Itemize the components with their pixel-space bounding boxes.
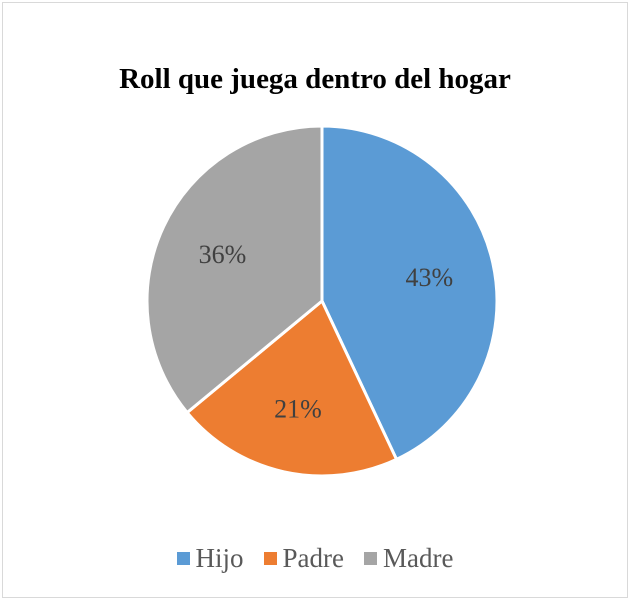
chart-title: Roll que juega dentro del hogar	[119, 63, 511, 95]
pie-slice-hijo	[320, 124, 499, 462]
legend-item-padre: Padre	[263, 543, 345, 574]
pie-slice-madre	[145, 124, 324, 415]
data-label-padre: 21%	[274, 394, 322, 423]
legend-item-madre: Madre	[364, 543, 453, 574]
data-label-madre: 36%	[199, 240, 247, 269]
data-label-hijo: 43%	[406, 263, 454, 292]
pie-chart: 43% 21% 36%	[145, 124, 499, 478]
legend-label: Hijo	[195, 543, 244, 573]
pie-slice-padre	[185, 298, 399, 478]
legend-swatch	[263, 552, 277, 565]
legend-item-hijo: Hijo	[176, 543, 244, 574]
legend: Hijo Padre Madre	[3, 543, 627, 574]
legend-swatch	[364, 552, 378, 565]
legend-label: Madre	[383, 543, 454, 573]
legend-swatch	[176, 552, 190, 565]
legend-label: Padre	[282, 543, 345, 573]
